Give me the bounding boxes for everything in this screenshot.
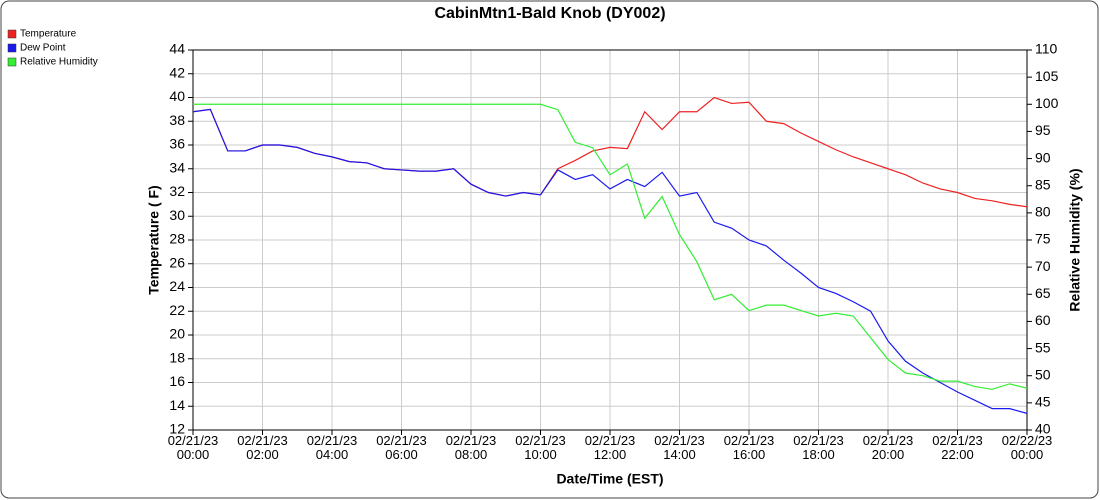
y-tick-label: 32 — [169, 183, 185, 199]
x-tick-label: 02/21/23 14:00 — [654, 433, 705, 462]
y-tick-label: 44 — [169, 41, 185, 57]
y2-tick-label: 65 — [1035, 285, 1051, 301]
x-tick-label: 02/21/23 20:00 — [862, 433, 914, 462]
legend-swatch — [7, 57, 17, 67]
x-tick-label: 02/21/23 04:00 — [306, 433, 358, 462]
y-tick-label: 20 — [169, 326, 185, 342]
y2-tick-label: 105 — [1035, 68, 1059, 84]
x-tick-label: 02/21/23 12:00 — [584, 433, 636, 462]
legend-swatch — [7, 43, 17, 53]
x-tick-label: 02/21/23 02:00 — [237, 433, 288, 462]
series-line — [193, 103, 1028, 390]
chart-title: CabinMtn1-Bald Knob (DY002) — [434, 5, 665, 22]
y2-tick-label: 45 — [1035, 394, 1051, 410]
y2-tick-label: 50 — [1035, 366, 1051, 382]
y-tick-label: 42 — [169, 64, 185, 80]
x-tick-label: 02/21/23 06:00 — [376, 433, 427, 462]
y2-tick-label: 80 — [1035, 204, 1051, 220]
x-axis-label: Date/Time (EST) — [556, 471, 663, 487]
y-axis-label: Temperature ( F) — [146, 185, 162, 294]
legend-label: Dew Point — [20, 43, 66, 54]
series-line — [192, 108, 1028, 414]
y-tick-label: 34 — [169, 159, 185, 175]
y-tick-label: 18 — [169, 349, 185, 365]
y-tick-label: 14 — [169, 397, 185, 413]
y2-tick-label: 60 — [1035, 312, 1051, 328]
y-tick-label: 38 — [169, 112, 185, 128]
y2-tick-label: 70 — [1035, 258, 1051, 274]
y2-tick-label: 90 — [1035, 149, 1051, 165]
y2-tick-label: 110 — [1035, 41, 1058, 57]
x-tick-label: 02/22/23 00:00 — [1001, 433, 1053, 462]
y-tick-label: 26 — [169, 254, 185, 270]
y-tick-label: 30 — [169, 207, 185, 223]
y2-tick-label: 100 — [1035, 95, 1059, 111]
y-tick-label: 16 — [169, 373, 185, 389]
y2-tick-label: 85 — [1035, 176, 1051, 192]
y2-tick-label: 95 — [1035, 122, 1051, 138]
y-tick-label: 40 — [169, 88, 185, 104]
x-tick-label: 02/21/23 08:00 — [445, 433, 497, 462]
y2-tick-label: 75 — [1035, 231, 1051, 247]
y2-tick-label: 55 — [1035, 339, 1051, 355]
y-tick-label: 28 — [169, 231, 185, 247]
y-tick-label: 22 — [169, 302, 185, 318]
plot-border — [192, 49, 1028, 431]
x-tick-label: 02/21/23 00:00 — [167, 433, 219, 462]
x-tick-label: 02/21/23 22:00 — [932, 433, 983, 462]
y-tick-label: 12 — [169, 421, 185, 437]
y-tick-label: 36 — [169, 136, 185, 152]
x-tick-label: 02/21/23 10:00 — [515, 433, 566, 462]
y2-axis-label: Relative Humidity (%) — [1067, 168, 1083, 311]
legend-label: Relative Humidity — [20, 57, 98, 68]
x-tick-label: 02/21/23 16:00 — [723, 433, 775, 462]
legend-label: Temperature — [20, 29, 77, 40]
y-tick-label: 24 — [169, 278, 185, 294]
x-tick-label: 02/21/23 18:00 — [793, 433, 844, 462]
legend-swatch — [7, 29, 17, 39]
y2-tick-label: 40 — [1035, 421, 1051, 437]
